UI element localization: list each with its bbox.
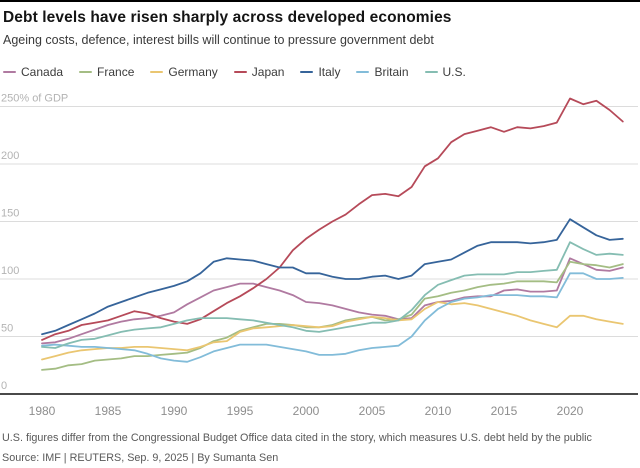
x-axis-label: 1990 bbox=[161, 404, 188, 418]
series-line-germany bbox=[41, 301, 624, 361]
series-line-italy bbox=[41, 218, 624, 336]
legend-label: U.S. bbox=[442, 65, 466, 79]
legend-swatch-britain bbox=[356, 70, 370, 74]
legend-label: Canada bbox=[21, 65, 64, 79]
legend-item-italy: Italy bbox=[300, 65, 340, 79]
legend-item-canada: Canada bbox=[3, 65, 63, 79]
x-axis-label: 2010 bbox=[425, 404, 452, 418]
legend-swatch-italy bbox=[300, 70, 314, 74]
page-subtitle: Ageing costs, defence, interest bills wi… bbox=[3, 33, 434, 47]
footnote: U.S. figures differ from the Congression… bbox=[2, 432, 592, 444]
legend-label: France bbox=[97, 65, 135, 79]
legend-item-germany: Germany bbox=[150, 65, 218, 79]
legend-label: Britain bbox=[374, 65, 409, 79]
x-axis-label: 2005 bbox=[359, 404, 386, 418]
series-line-britain bbox=[41, 272, 624, 363]
legend-swatch-germany bbox=[150, 70, 164, 74]
x-axis-label: 2015 bbox=[491, 404, 518, 418]
series-line-u-s bbox=[41, 241, 624, 349]
legend-swatch-canada bbox=[3, 70, 16, 74]
x-axis-label: 1980 bbox=[29, 404, 56, 418]
page-title: Debt levels have risen sharply across de… bbox=[3, 9, 452, 26]
legend-swatch-u-s bbox=[424, 70, 438, 74]
y-axis-label: 0 bbox=[1, 380, 7, 392]
x-axis-label: 2020 bbox=[557, 404, 584, 418]
series-line-japan bbox=[41, 97, 624, 341]
legend-label: Italy bbox=[318, 65, 341, 79]
x-axis-label: 2000 bbox=[293, 404, 320, 418]
source-line: Source: IMF | REUTERS, Sep. 9, 2025 | By… bbox=[2, 452, 279, 464]
legend-swatch-france bbox=[79, 70, 93, 74]
y-axis-label: 50 bbox=[1, 323, 13, 335]
legend-item-france: France bbox=[79, 65, 134, 79]
y-axis-label: 200 bbox=[1, 150, 19, 162]
legend-swatch-japan bbox=[233, 70, 247, 74]
series-line-canada bbox=[41, 257, 624, 345]
y-axis-label: 150 bbox=[1, 208, 19, 220]
legend-item-u-s: U.S. bbox=[424, 65, 466, 79]
y-axis-label: 250% of GDP bbox=[1, 93, 68, 105]
legend-label: Germany bbox=[168, 65, 218, 79]
y-axis-label: 100 bbox=[1, 265, 19, 277]
legend-item-britain: Britain bbox=[356, 65, 409, 79]
legend-label: Japan bbox=[251, 65, 285, 79]
x-axis-label: 1985 bbox=[95, 404, 122, 418]
series-line-france bbox=[41, 260, 624, 371]
x-axis-label: 1995 bbox=[227, 404, 254, 418]
legend-item-japan: Japan bbox=[233, 65, 285, 79]
legend: Canada France Germany Japan Italy Britain U.S. bbox=[3, 65, 466, 79]
